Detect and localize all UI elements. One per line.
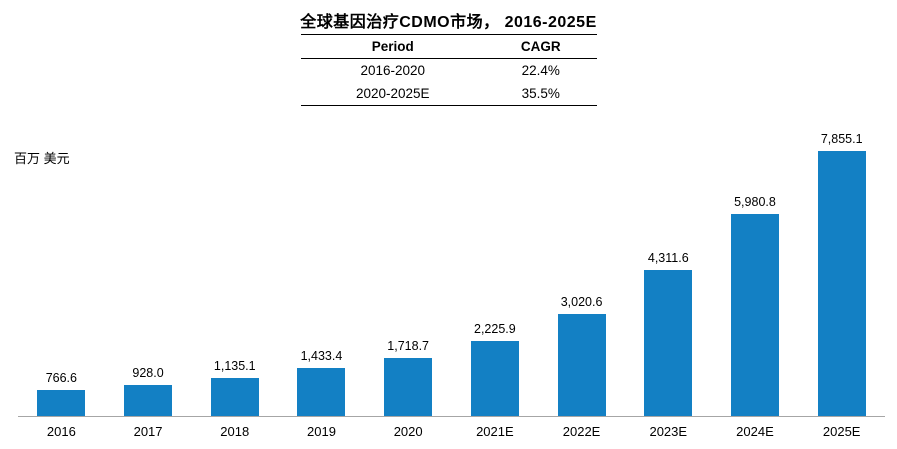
bar-value-label: 5,980.8 — [734, 195, 776, 209]
x-axis-tick-label: 2024E — [736, 424, 774, 439]
cagr-table-header-period: Period — [300, 34, 485, 59]
bar-value-label: 1,135.1 — [213, 359, 256, 373]
bar-value-label: 3,020.6 — [560, 295, 603, 309]
x-axis-tick-label: 2023E — [649, 424, 688, 439]
y-axis-unit-label: 百万 美元 — [14, 151, 70, 166]
bar-group: 1,135.1 — [191, 359, 278, 416]
x-axis-line — [18, 416, 885, 417]
bar-value-label: 2,225.9 — [474, 322, 516, 336]
bar — [124, 385, 173, 416]
bar — [297, 368, 346, 416]
cagr-table-header-row: Period CAGR — [300, 34, 597, 59]
cagr-table-row: 2020-2025E 35.5% — [301, 82, 597, 106]
bar — [817, 151, 866, 416]
x-axis-labels: 2016 2017 2018 2019 2020 2021E 2022E 2023E 2024E… — [18, 424, 885, 439]
cagr-table-header-cagr: CAGR — [484, 34, 597, 59]
bar-group: 5,980.8 — [712, 195, 799, 416]
bar-value-label: 1,433.4 — [300, 349, 343, 363]
bar — [730, 214, 779, 416]
bars: 766.6 928.0 1,135.1 1,433.4 1,718.7 2,225.9 3,… — [18, 116, 885, 416]
bar-group: 2,225.9 — [452, 322, 539, 416]
plot-area: 766.6 928.0 1,135.1 1,433.4 1,718.7 2,225.9 3,… — [18, 116, 885, 439]
bar — [470, 341, 519, 416]
bar-group: 928.0 — [105, 366, 192, 416]
bar — [384, 358, 433, 416]
cagr-period-cell: 2020-2025E — [355, 86, 430, 101]
bar-value-label: 4,311.6 — [647, 251, 689, 265]
bar-group: 4,311.6 — [625, 251, 712, 416]
x-axis-tick-label: 2020 — [393, 424, 423, 439]
cagr-period-cell: 2016-2020 — [360, 63, 425, 78]
bar — [210, 378, 259, 416]
x-axis-tick-label: 2018 — [220, 424, 250, 439]
bar-group: 3,020.6 — [538, 295, 625, 416]
bar-value-label: 928.0 — [132, 366, 164, 380]
x-axis-tick-label: 2019 — [307, 424, 336, 439]
bar-group: 7,855.1 — [798, 132, 885, 416]
bar — [644, 270, 693, 416]
bar — [557, 314, 606, 416]
x-axis-tick-label: 2022E — [562, 424, 601, 439]
bar-group: 1,718.7 — [365, 339, 452, 416]
bar-value-label: 1,718.7 — [387, 339, 430, 353]
bar-value-label: 766.6 — [45, 371, 77, 385]
bar-value-label: 7,855.1 — [820, 132, 863, 146]
cagr-table: Period CAGR 2016-2020 22.4% 2020-2025E 3… — [300, 34, 597, 106]
x-axis-tick-label: 2021E — [476, 424, 514, 439]
chart-title: 全球基因治疗CDMO市场， 2016-2025E — [300, 14, 597, 31]
bar-group: 1,433.4 — [278, 349, 365, 416]
x-axis-tick-label: 2025E — [822, 424, 861, 439]
cagr-value-cell: 35.5% — [521, 86, 560, 101]
bar-group: 766.6 — [18, 371, 105, 416]
cagr-table-row: 2016-2020 22.4% — [301, 59, 597, 83]
bar — [37, 390, 86, 416]
x-axis-tick-label: 2017 — [133, 424, 163, 439]
cagr-value-cell: 22.4% — [521, 63, 560, 78]
x-axis-tick-label: 2016 — [46, 424, 76, 439]
